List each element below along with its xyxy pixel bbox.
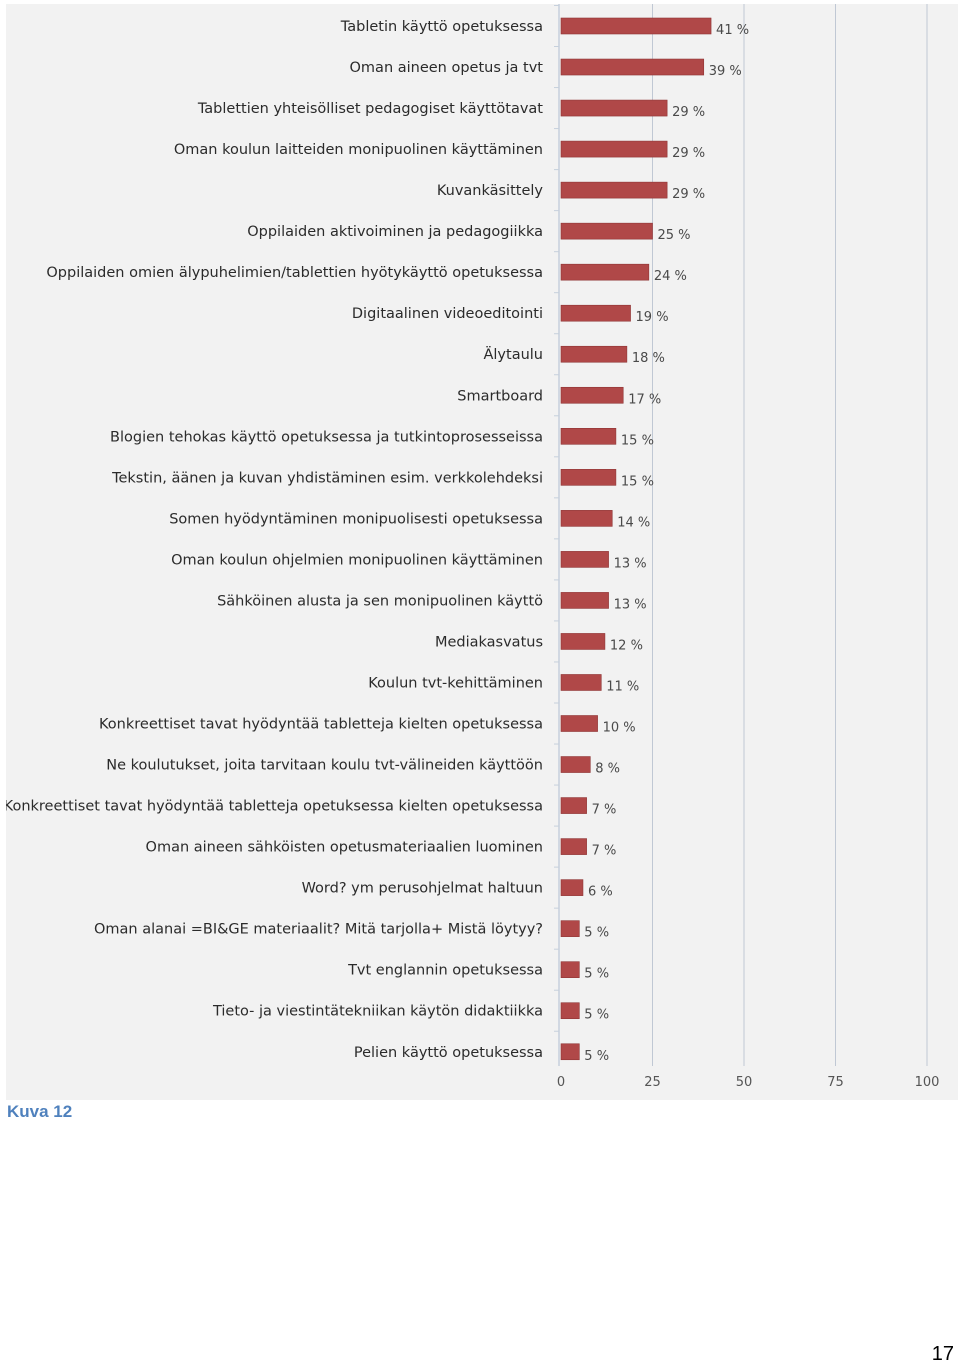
category-label: Pelien käyttö opetuksessa <box>354 1045 543 1061</box>
category-label: Oppilaiden aktivoiminen ja pedagogiikka <box>247 224 543 240</box>
value-label: 7 % <box>592 844 617 859</box>
bar <box>560 58 705 76</box>
value-label: 39 % <box>709 64 742 79</box>
value-label: 5 % <box>584 926 609 941</box>
bar <box>560 304 631 322</box>
bar <box>560 961 580 978</box>
value-label: 29 % <box>672 146 705 161</box>
category-label: Ne koulutukset, joita tarvitaan koulu tv… <box>106 758 543 774</box>
category-label: Somen hyödyntäminen monipuolisesti opetu… <box>169 511 543 527</box>
category-label: Digitaalinen videoeditointi <box>352 306 543 322</box>
category-label: Kuvankäsittely <box>437 183 544 199</box>
bar <box>560 263 650 281</box>
bar <box>560 1002 580 1020</box>
bar <box>560 879 584 896</box>
page-number: 17 <box>931 1343 954 1365</box>
value-label: 18 % <box>632 351 665 366</box>
category-label: Konkreettiset tavat hyödyntää tabletteja… <box>6 799 543 815</box>
value-label: 6 % <box>588 885 613 900</box>
bar <box>560 140 668 158</box>
bar <box>560 920 580 937</box>
bar <box>560 551 609 568</box>
category-label: Oman alanai =BI&GE materiaalit? Mitä tar… <box>94 922 543 938</box>
value-label: 17 % <box>628 392 661 407</box>
bar <box>560 756 591 773</box>
category-label: Mediakasvatus <box>435 634 543 650</box>
category-label: Älytaulu <box>483 345 543 363</box>
bar <box>560 592 609 609</box>
category-label: Blogien tehokas käyttö opetuksessa ja tu… <box>110 429 543 445</box>
value-label: 15 % <box>621 474 654 489</box>
value-label: 10 % <box>603 721 636 736</box>
chart-panel: 0 25 50 75 100 41 % Tabletin käyttö opetuksess… <box>6 4 958 1100</box>
category-label: Koulun tvt-kehittäminen <box>368 675 543 691</box>
bar <box>560 17 712 35</box>
value-label: 13 % <box>614 597 647 612</box>
bar <box>560 386 624 404</box>
x-tick-label: 100 <box>915 1075 940 1090</box>
category-label: Oman koulun laitteiden monipuolinen käyt… <box>174 142 543 158</box>
bar <box>560 838 587 855</box>
value-label: 5 % <box>584 967 609 982</box>
value-label: 13 % <box>614 556 647 571</box>
x-tick-label: 50 <box>736 1075 753 1090</box>
category-label: Smartboard <box>457 388 543 404</box>
x-tick-label: 25 <box>644 1075 661 1090</box>
category-label: Tieto- ja viestintätekniikan käytön dida… <box>212 1004 543 1020</box>
bar <box>560 181 668 199</box>
bar <box>560 469 617 486</box>
bar <box>560 345 628 363</box>
value-label: 11 % <box>606 679 639 694</box>
value-label: 41 % <box>716 23 749 38</box>
bar <box>560 797 587 814</box>
value-label: 5 % <box>584 1049 609 1064</box>
value-label: 7 % <box>592 803 617 818</box>
bar <box>560 222 653 240</box>
category-label: Tabletin käyttö opetuksessa <box>340 19 543 35</box>
bar <box>560 633 606 650</box>
bar <box>560 99 668 117</box>
value-label: 24 % <box>654 269 687 284</box>
bar <box>560 427 617 445</box>
category-label: Oman aineen sähköisten opetusmateriaalie… <box>146 840 543 856</box>
category-label: Tekstin, äänen ja kuvan yhdistäminen esi… <box>111 470 543 486</box>
category-label: Oman aineen opetus ja tvt <box>350 60 544 76</box>
value-label: 14 % <box>617 515 650 530</box>
category-label: Word? ym perusohjelmat haltuun <box>302 881 543 897</box>
bar <box>560 674 602 691</box>
value-label: 8 % <box>595 762 620 777</box>
category-label: Oppilaiden omien älypuhelimien/tablettie… <box>46 265 543 281</box>
category-label: Tablettien yhteisölliset pedagogiset käy… <box>197 101 543 117</box>
x-tick-label: 0 <box>557 1075 565 1090</box>
category-label: Konkreettiset tavat hyödyntää tabletteja… <box>99 717 543 733</box>
value-label: 5 % <box>584 1008 609 1023</box>
value-label: 19 % <box>636 310 669 325</box>
value-label: 25 % <box>658 228 691 243</box>
x-tick-label: 75 <box>827 1075 844 1090</box>
bar <box>560 715 598 732</box>
value-label: 29 % <box>672 187 705 202</box>
value-label: 15 % <box>621 433 654 448</box>
value-label: 12 % <box>610 638 643 653</box>
horizontal-bar-chart: 0 25 50 75 100 41 % Tabletin käyttö opetuksess… <box>6 4 940 1090</box>
figure-caption: Kuva 12 <box>7 1102 73 1121</box>
bar <box>560 510 613 527</box>
category-label: Tvt englannin opetuksessa <box>347 963 543 979</box>
bar <box>560 1043 580 1061</box>
category-label: Oman koulun ohjelmien monipuolinen käytt… <box>171 552 543 568</box>
value-label: 29 % <box>672 105 705 120</box>
category-label: Sähköinen alusta ja sen monipuolinen käy… <box>217 593 543 609</box>
